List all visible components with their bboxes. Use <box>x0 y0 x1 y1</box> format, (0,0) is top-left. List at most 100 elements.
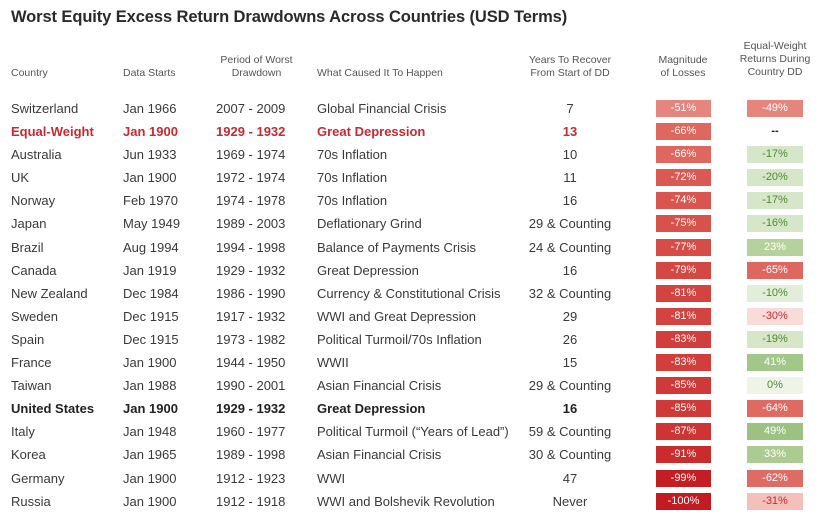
country-cell: Brazil <box>11 239 44 255</box>
data-starts-cell: Aug 1994 <box>123 239 179 255</box>
cause-cell: Global Financial Crisis <box>317 101 447 116</box>
years-cell: 16 <box>562 401 578 417</box>
years-cell: 16 <box>562 262 578 278</box>
years-cell: 32 & Counting <box>528 285 612 301</box>
data-starts-cell: Jan 1900 <box>123 470 177 486</box>
equal-weight-badge: -17% <box>747 146 803 164</box>
years-cell: 7 <box>566 101 574 116</box>
equal-weight-badge: 41% <box>747 354 803 372</box>
table-row: Italy Jan 1948 1960 - 1977 Political Turmoi… <box>0 420 830 443</box>
years-cell: 47 <box>562 470 578 486</box>
table-row: Canada Jan 1919 1929 - 1932 Great Depressio… <box>0 259 830 282</box>
equal-weight-badge: -62% <box>747 469 803 487</box>
table-row: New Zealand Dec 1984 1986 - 1990 Currency &… <box>0 282 830 305</box>
equal-weight-badge: -17% <box>747 192 803 210</box>
table-row: Norway Feb 1970 1974 - 1978 70s Inflation 16… <box>0 189 830 212</box>
header-equal-weight-line: Country DD <box>747 66 803 78</box>
period-cell: 1974 - 1978 <box>216 193 286 209</box>
period-cell: 1990 - 2001 <box>216 378 286 394</box>
equal-weight-badge: 33% <box>747 446 803 464</box>
period-cell: 1986 - 1990 <box>216 285 286 301</box>
cause-cell: Deflationary Grind <box>317 216 422 232</box>
years-cell: 15 <box>562 355 578 371</box>
magnitude-badge: -83% <box>656 354 711 372</box>
data-starts-cell: Jan 1900 <box>123 493 177 509</box>
magnitude-badge: -74% <box>656 192 711 210</box>
country-cell: Korea <box>11 447 46 463</box>
table-row: Japan May 1949 1989 - 2003 Deflationary Gri… <box>0 212 830 235</box>
cause-cell: 70s Inflation <box>317 193 388 209</box>
table-body: Switzerland Jan 1966 2007 - 2009 Global Fin… <box>0 97 830 513</box>
country-cell: Canada <box>11 262 57 278</box>
equal-weight-badge: -65% <box>747 261 803 279</box>
magnitude-badge: -83% <box>656 330 711 348</box>
table-row: Sweden Dec 1915 1917 - 1932 WWI and Great D… <box>0 305 830 328</box>
cause-cell: Political Turmoil (“Years of Lead”) <box>317 424 509 440</box>
equal-weight-badge: -49% <box>747 100 803 117</box>
country-cell: Italy <box>11 424 35 440</box>
years-cell: 30 & Counting <box>528 447 612 463</box>
table-row: Switzerland Jan 1966 2007 - 2009 Global Fin… <box>0 97 830 120</box>
country-cell: Australia <box>11 147 62 163</box>
table-row: Equal-Weight Jan 1900 1929 - 1932 Great Dep… <box>0 120 830 143</box>
magnitude-badge: -91% <box>656 446 711 464</box>
magnitude-badge: -72% <box>656 169 711 187</box>
equal-weight-badge: -19% <box>747 330 803 348</box>
header-equal-weight-line: Equal-Weight <box>743 40 807 52</box>
cause-cell: WWI and Bolshevik Revolution <box>317 493 495 509</box>
table-title: Worst Equity Excess Return Drawdowns Acr… <box>11 8 568 26</box>
country-cell: UK <box>11 170 30 186</box>
magnitude-badge: -99% <box>656 469 711 487</box>
data-starts-cell: Jan 1900 <box>123 401 178 417</box>
data-starts-cell: Jan 1988 <box>123 378 177 394</box>
data-starts-cell: Jan 1900 <box>123 170 177 186</box>
magnitude-badge: -85% <box>656 377 711 395</box>
years-cell: 29 & Counting <box>528 216 612 232</box>
equal-weight-badge: -20% <box>747 169 803 187</box>
country-cell: United States <box>11 401 95 417</box>
header-period: Period of Worst Drawdown <box>204 54 309 80</box>
period-cell: 1917 - 1932 <box>216 308 286 324</box>
cause-cell: WWI <box>317 470 346 486</box>
country-cell: Germany <box>11 470 65 486</box>
header-magnitude: Magnitude of Losses <box>643 54 723 80</box>
magnitude-badge: -75% <box>656 215 711 233</box>
equal-weight-badge: -31% <box>747 492 803 510</box>
years-cell: 59 & Counting <box>528 424 612 440</box>
header-years: Years To Recover From Start of DD <box>510 54 630 80</box>
header-period-line: Drawdown <box>231 67 282 79</box>
table-row: Korea Jan 1965 1989 - 1998 Asian Financial … <box>0 443 830 466</box>
equal-weight-badge: 0% <box>747 377 803 395</box>
data-starts-cell: Jan 1966 <box>123 101 177 116</box>
equal-weight-badge: -64% <box>747 400 803 418</box>
table-row: UK Jan 1900 1972 - 1974 70s Inflation 11 -72%… <box>0 166 830 189</box>
header-equal-weight: Equal-Weight Returns During Country DD <box>725 40 825 79</box>
table-row: Germany Jan 1900 1912 - 1923 WWI 47 -99% -62% <box>0 467 830 490</box>
years-cell: 16 <box>562 193 578 209</box>
magnitude-badge: -81% <box>656 284 711 302</box>
data-starts-cell: Jan 1948 <box>123 424 177 440</box>
period-cell: 1969 - 1974 <box>216 147 286 163</box>
header-equal-weight-line: Returns During <box>739 53 811 65</box>
header-country: Country <box>11 67 48 79</box>
period-cell: 2007 - 2009 <box>216 101 286 116</box>
cause-cell: WWII <box>317 355 349 371</box>
cause-cell: Balance of Payments Crisis <box>317 239 476 255</box>
magnitude-badge: -77% <box>656 238 711 256</box>
years-cell: 11 <box>563 170 577 186</box>
header-years-line: Years To Recover <box>528 54 612 66</box>
cause-cell: Asian Financial Crisis <box>317 447 442 463</box>
table-row: Brazil Aug 1994 1994 - 1998 Balance of Paym… <box>0 236 830 259</box>
data-starts-cell: Dec 1915 <box>123 308 179 324</box>
magnitude-badge: -79% <box>656 261 711 279</box>
header-magnitude-line: Magnitude <box>658 54 708 66</box>
header-period-line: Period of Worst <box>220 54 293 66</box>
magnitude-badge: -81% <box>656 307 711 325</box>
period-cell: 1912 - 1918 <box>216 493 286 509</box>
header-magnitude-line: of Losses <box>660 67 706 79</box>
magnitude-badge: -87% <box>656 423 711 441</box>
country-cell: Norway <box>11 193 56 209</box>
period-cell: 1973 - 1982 <box>216 331 286 347</box>
country-cell: Japan <box>11 216 47 232</box>
equal-weight-badge: 23% <box>747 238 803 256</box>
